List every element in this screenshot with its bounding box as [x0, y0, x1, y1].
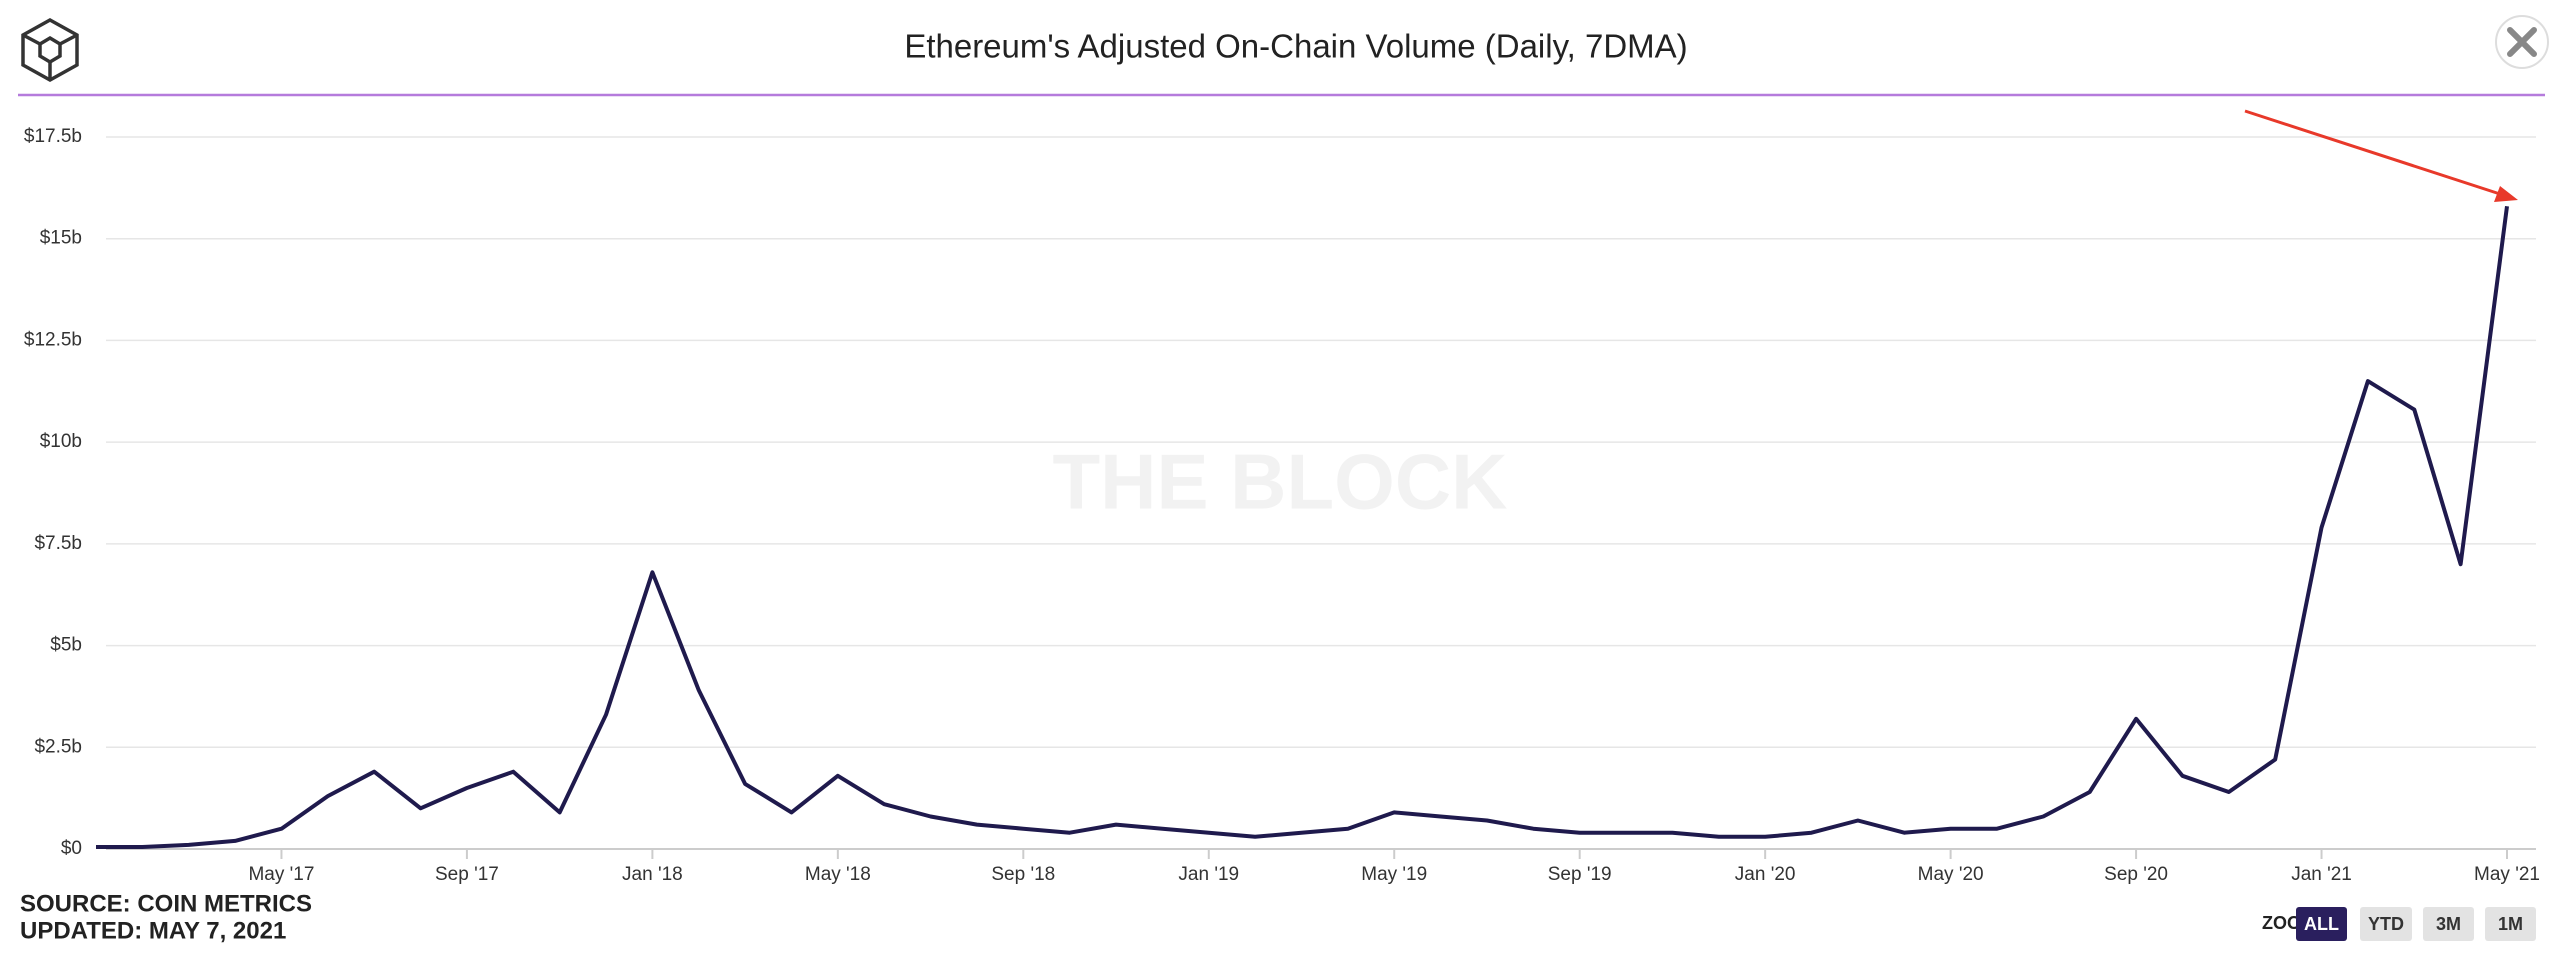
y-tick-label: $12.5b — [24, 329, 82, 350]
logo — [21, 17, 79, 83]
x-tick-label: Jan '19 — [1178, 864, 1239, 885]
zoom-button[interactable]: 1M — [2485, 907, 2536, 941]
x-tick-label: Jan '18 — [622, 864, 683, 885]
x-tick-label: May '17 — [248, 864, 314, 885]
zoom-button-label: 1M — [2498, 914, 2523, 934]
y-tick-label: $7.5b — [34, 533, 82, 554]
annotation-arrow — [2244, 109, 2518, 202]
updated: UPDATED: MAY 7, 2021 — [20, 917, 286, 944]
zoom-button-bg — [2485, 907, 2536, 941]
x-tick-label: May '20 — [1918, 864, 1984, 885]
chart-title: Ethereum's Adjusted On-Chain Volume (Dai… — [904, 28, 1687, 65]
x-tick-label: May '18 — [805, 864, 871, 885]
x-tick-label: Sep '17 — [435, 864, 499, 885]
zoom-button[interactable]: ALL — [2296, 907, 2347, 941]
y-tick-label: $2.5b — [34, 736, 82, 757]
zoom-button-bg — [2360, 907, 2412, 941]
zoom-button-label: 3M — [2436, 914, 2461, 934]
y-tick-label: $0 — [61, 838, 82, 859]
zoom-button-bg — [2296, 907, 2347, 941]
source: SOURCE: COIN METRICS — [20, 890, 312, 917]
grid: $0 $2.5b $5b $7.5b $10b $12.5b $15b $17.5b May '… — [24, 126, 2540, 885]
zoom-button-bg — [2423, 907, 2474, 941]
plot — [96, 205, 2509, 849]
watermark: THE BLOCK — [1053, 438, 1508, 526]
x-tick-label: Sep '18 — [991, 864, 1055, 885]
y-tick-label: $15b — [40, 228, 82, 249]
zoom-buttons: ALL YTD 3M 1M — [2296, 907, 2536, 941]
x-tick-label: Sep '20 — [2104, 864, 2168, 885]
x-tick-label: Sep '19 — [1548, 864, 1612, 885]
y-tick-label: $5b — [50, 635, 82, 656]
close-button[interactable] — [2495, 15, 2549, 69]
zoom-button-label: YTD — [2368, 914, 2404, 934]
y-tick-label: $10b — [40, 431, 82, 452]
x-tick-label: May '21 — [2474, 864, 2540, 885]
zoom-button[interactable]: YTD — [2360, 907, 2412, 941]
y-tick-label: $17.5b — [24, 126, 82, 147]
zoom-button-label: ALL — [2304, 914, 2339, 934]
data-line — [96, 205, 2509, 849]
x-tick-label: Jan '20 — [1735, 864, 1796, 885]
x-tick-label: May '19 — [1361, 864, 1427, 885]
zoom-button[interactable]: 3M — [2423, 907, 2474, 941]
x-tick-label: Jan '21 — [2291, 864, 2352, 885]
